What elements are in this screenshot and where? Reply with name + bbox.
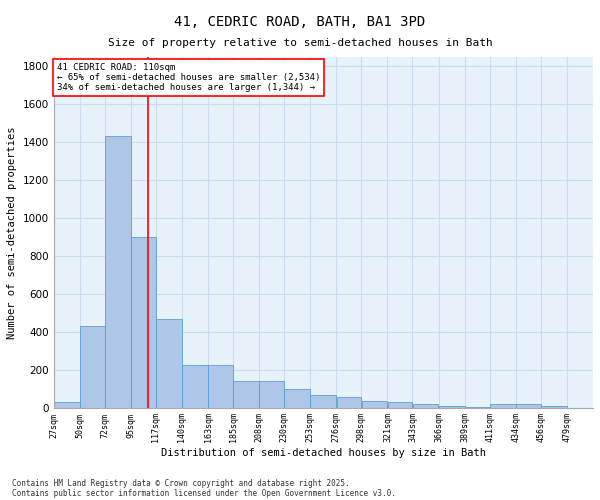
Bar bbox=[259, 381, 284, 407]
Bar bbox=[388, 402, 412, 407]
Y-axis label: Number of semi-detached properties: Number of semi-detached properties bbox=[7, 126, 17, 338]
Bar bbox=[208, 365, 233, 408]
Text: 41, CEDRIC ROAD, BATH, BA1 3PD: 41, CEDRIC ROAD, BATH, BA1 3PD bbox=[175, 15, 425, 29]
Bar bbox=[413, 404, 439, 407]
Bar bbox=[541, 406, 567, 407]
Bar bbox=[54, 402, 80, 407]
Text: Contains public sector information licensed under the Open Government Licence v3: Contains public sector information licen… bbox=[12, 488, 396, 498]
Bar bbox=[310, 396, 336, 407]
Bar bbox=[105, 136, 131, 407]
Bar bbox=[156, 318, 182, 408]
Bar bbox=[233, 381, 259, 407]
Bar bbox=[284, 388, 310, 407]
Bar bbox=[80, 326, 104, 407]
Text: Size of property relative to semi-detached houses in Bath: Size of property relative to semi-detach… bbox=[107, 38, 493, 48]
Bar bbox=[465, 406, 490, 408]
X-axis label: Distribution of semi-detached houses by size in Bath: Distribution of semi-detached houses by … bbox=[161, 448, 486, 458]
Text: 41 CEDRIC ROAD: 110sqm
← 65% of semi-detached houses are smaller (2,534)
34% of : 41 CEDRIC ROAD: 110sqm ← 65% of semi-det… bbox=[57, 62, 320, 92]
Bar bbox=[362, 401, 388, 407]
Text: Contains HM Land Registry data © Crown copyright and database right 2025.: Contains HM Land Registry data © Crown c… bbox=[12, 478, 350, 488]
Bar bbox=[337, 397, 361, 407]
Bar bbox=[182, 365, 208, 408]
Bar bbox=[131, 237, 155, 408]
Bar bbox=[516, 404, 541, 407]
Bar bbox=[439, 406, 464, 407]
Bar bbox=[490, 404, 515, 407]
